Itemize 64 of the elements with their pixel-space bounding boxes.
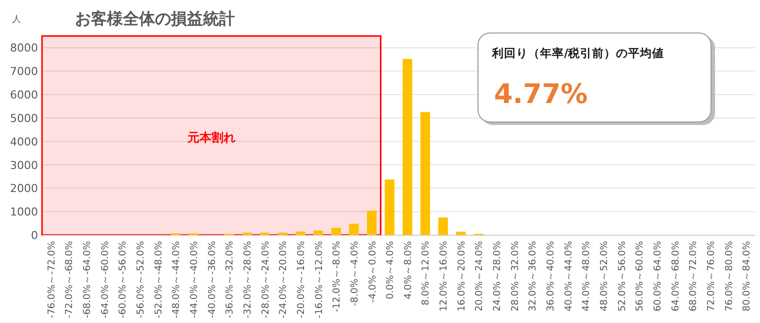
bar bbox=[438, 217, 448, 235]
x-tick-label: -44.0%～-40.0% bbox=[189, 241, 200, 318]
x-tick-label: 36.0%～40.0% bbox=[546, 241, 557, 312]
x-tick-label: 12.0%～16.0% bbox=[438, 241, 450, 312]
x-tick-label: -8.0%～-4.0% bbox=[349, 241, 360, 306]
bar bbox=[456, 232, 466, 235]
x-tick-label: -20.0%～-16.0% bbox=[296, 241, 307, 318]
annotation: 4.77% bbox=[494, 79, 588, 110]
bar bbox=[402, 58, 412, 235]
bar bbox=[420, 112, 430, 235]
x-tick-label: 4.0%～8.0% bbox=[402, 241, 414, 300]
x-tick-label: -60.0%～-56.0% bbox=[118, 241, 129, 318]
x-tick-label: -64.0%～-60.0% bbox=[100, 241, 111, 318]
chart-title: お客様全体の損益統計 bbox=[75, 9, 235, 28]
x-tick-label: -28.0%～-24.0% bbox=[260, 241, 272, 318]
bar bbox=[331, 228, 341, 235]
x-tick-label: -16.0%～-12.0% bbox=[314, 241, 325, 318]
x-tick-label: 56.0%～60.0% bbox=[634, 241, 646, 312]
x-tick-label: -52.0%～-48.0% bbox=[153, 241, 164, 318]
y-tick-label: 5000 bbox=[10, 112, 38, 125]
x-tick-label: -48.0%～-44.0% bbox=[171, 241, 182, 318]
x-tick-label: -32.0%～-28.0% bbox=[242, 241, 254, 318]
x-tick-label: 76.0%～80.0% bbox=[724, 241, 735, 312]
bar bbox=[384, 180, 394, 235]
annotation: 利回り（年率/税引前）の平均値 bbox=[491, 46, 664, 60]
band-label: 元本割れ bbox=[186, 130, 236, 144]
x-tick-label: 68.0%～72.0% bbox=[688, 241, 700, 312]
x-tick-label: 64.0%～68.0% bbox=[670, 241, 682, 312]
x-tick-label: 60.0%～64.0% bbox=[652, 241, 664, 312]
y-tick-label: 8000 bbox=[10, 42, 38, 55]
y-tick-label: 0 bbox=[31, 229, 38, 242]
x-tick-label: 72.0%～76.0% bbox=[706, 241, 717, 312]
x-tick-label: -40.0%～-36.0% bbox=[206, 241, 218, 318]
x-tick-label: -36.0%～-32.0% bbox=[224, 241, 236, 318]
x-tick-label: -76.0%～-72.0% bbox=[46, 241, 58, 318]
bar bbox=[349, 224, 359, 235]
x-tick-label: 40.0%～44.0% bbox=[563, 241, 574, 312]
x-tick-label: 8.0%～12.0% bbox=[420, 241, 432, 306]
y-tick-label: 4000 bbox=[10, 135, 38, 148]
x-tick-label: -24.0%～-20.0% bbox=[278, 241, 290, 318]
x-tick-label: -12.0%～-8.0% bbox=[332, 241, 343, 312]
x-tick-label: 20.0%～24.0% bbox=[474, 241, 486, 312]
x-tick-label: 32.0%～36.0% bbox=[528, 241, 539, 312]
y-tick-label: 1000 bbox=[10, 206, 38, 219]
bar bbox=[366, 210, 377, 235]
x-tick-label: 44.0%～48.0% bbox=[581, 241, 592, 312]
y-tick-label: 2000 bbox=[10, 182, 38, 196]
x-tick-label: 52.0%～56.0% bbox=[616, 241, 628, 312]
x-tick-label: -4.0%～0.0% bbox=[367, 241, 378, 303]
bar bbox=[313, 230, 324, 235]
x-tick-label: 48.0%～52.0% bbox=[598, 241, 610, 312]
x-tick-label: -68.0%～-64.0% bbox=[82, 241, 94, 318]
x-tick-label: 16.0%～20.0% bbox=[456, 241, 468, 312]
x-tick-label: -72.0%～-68.0% bbox=[64, 241, 76, 318]
y-tick-label: 7000 bbox=[10, 65, 38, 78]
x-tick-label: -56.0%～-52.0% bbox=[136, 241, 147, 318]
y-tick-label: 3000 bbox=[10, 158, 38, 172]
bar bbox=[296, 231, 306, 235]
y-tick-label: 6000 bbox=[10, 88, 38, 102]
y-axis-title: 人 bbox=[12, 14, 21, 25]
x-tick-label: 0.0%～4.0% bbox=[385, 241, 396, 300]
x-tick-label: 24.0%～28.0% bbox=[492, 241, 504, 312]
x-tick-label: 80.0%～84.0% bbox=[742, 241, 753, 312]
x-tick-label: 28.0%～32.0% bbox=[510, 241, 521, 312]
